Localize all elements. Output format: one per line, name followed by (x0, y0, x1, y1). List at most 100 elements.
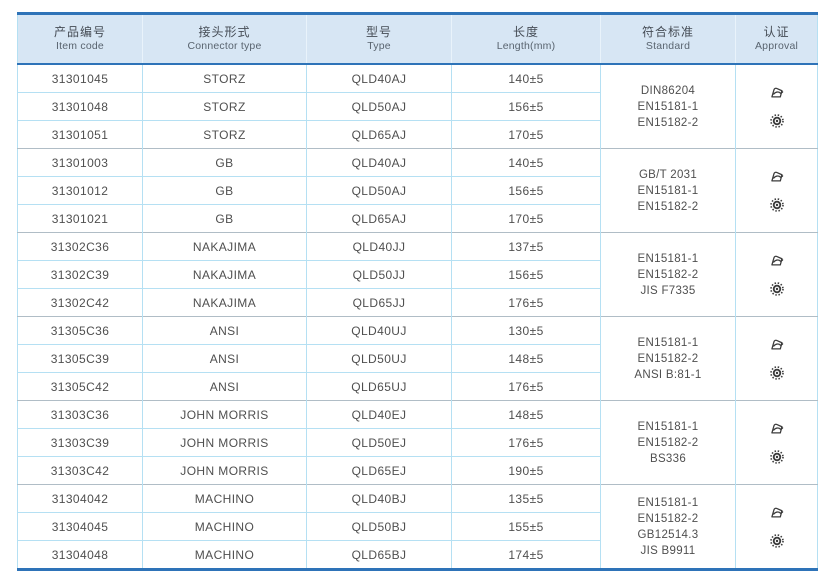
standard-line: EN15181-1 (637, 100, 699, 113)
standard-line: EN15182-2 (637, 268, 699, 281)
column-header-zh: 认证 (763, 25, 790, 39)
type-cell: QLD65AJ (306, 120, 452, 149)
connector-type-cell: JOHN MORRIS (142, 456, 307, 485)
seal-icon (769, 449, 785, 465)
connector-type-cell: ANSI (142, 372, 307, 401)
item-code-cell: 31301045 (17, 63, 143, 93)
connector-type-cell: MACHINO (142, 512, 307, 541)
length-cell: 176±5 (451, 428, 601, 457)
item-code-cell: 31304045 (17, 512, 143, 541)
item-code-cell: 31304048 (17, 540, 143, 570)
column-header-type: 型号 Type (306, 12, 452, 65)
approval-icon-stack (737, 336, 818, 381)
item-code-cell: 31303C42 (17, 456, 143, 485)
column-header-en: Approval (754, 40, 799, 52)
table-row: 31304042 MACHINO QLD40BJ 135±5 EN15181-1 EN15… (17, 484, 818, 570)
standard-cell: EN15181-1 EN15182-2 GB12514.3 JIS B9911 (600, 484, 736, 570)
connector-type-cell: MACHINO (142, 484, 307, 513)
column-header-connector-type: 接头形式 Connector type (142, 12, 307, 65)
table-row: 31301045 STORZ QLD40AJ 140±5 DIN86204 EN15181… (17, 63, 818, 149)
standard-line: EN15182-2 (637, 436, 699, 449)
standard-line: EN15182-2 (637, 200, 699, 213)
item-code-cell: 31305C36 (17, 316, 143, 345)
standard-cell: EN15181-1 EN15182-2 BS336 (600, 400, 736, 485)
type-cell: QLD50AJ (306, 92, 452, 121)
standard-line: DIN86204 (640, 84, 696, 97)
column-header-zh: 接头形式 (198, 25, 251, 39)
column-header-zh: 符合标准 (641, 25, 694, 39)
standard-line: EN15181-1 (637, 252, 699, 265)
connector-type-cell: JOHN MORRIS (142, 428, 307, 457)
column-header-en: Type (367, 40, 391, 52)
type-cell: QLD40EJ (306, 400, 452, 429)
standard-cell: EN15181-1 EN15182-2 ANSI B:81-1 (600, 316, 736, 401)
table-row: 31301021 GB QLD65AJ 170±5 (17, 204, 818, 233)
standard-cell: EN15181-1 EN15182-2 JIS F7335 (600, 232, 736, 317)
seal-icon (769, 197, 785, 213)
type-cell: QLD40BJ (306, 484, 452, 513)
length-cell: 148±5 (451, 344, 601, 373)
table-row: 31302C42 NAKAJIMA QLD65JJ 176±5 (17, 288, 818, 317)
type-cell: QLD65UJ (306, 372, 452, 401)
item-code-cell: 31305C39 (17, 344, 143, 373)
item-code-cell: 31301051 (17, 120, 143, 149)
table-row: 31304048 MACHINO QLD65BJ 174±5 (17, 540, 818, 570)
length-cell: 148±5 (451, 400, 601, 429)
table-row: 31303C36 JOHN MORRIS QLD40EJ 148±5 EN15181-1… (17, 400, 818, 485)
column-header-approval: 认证 Approval (735, 12, 818, 65)
certificate-icon (768, 336, 786, 354)
connector-type-cell: ANSI (142, 316, 307, 345)
table-row: 31302C39 NAKAJIMA QLD50JJ 156±5 (17, 260, 818, 289)
item-code-cell: 31302C42 (17, 288, 143, 317)
connector-type-cell: NAKAJIMA (142, 288, 307, 317)
standard-line: GB/T 2031 (638, 168, 698, 181)
column-header-en: Length(mm) (496, 40, 556, 52)
type-cell: QLD40JJ (306, 232, 452, 261)
table-row: 31305C42 ANSI QLD65UJ 176±5 (17, 372, 818, 401)
item-code-cell: 31302C39 (17, 260, 143, 289)
standard-line: EN15181-1 (637, 420, 699, 433)
table-row: 31301051 STORZ QLD65AJ 170±5 (17, 120, 818, 149)
standard-line: EN15181-1 (637, 184, 699, 197)
seal-icon (769, 281, 785, 297)
length-cell: 174±5 (451, 540, 601, 570)
table-row: 31302C36 NAKAJIMA QLD40JJ 137±5 EN15181-1 EN1… (17, 232, 818, 317)
certificate-icon (768, 252, 786, 270)
table-row: 31303C39 JOHN MORRIS QLD50EJ 176±5 (17, 428, 818, 457)
seal-icon (769, 533, 785, 549)
connector-type-cell: NAKAJIMA (142, 232, 307, 261)
standard-line: JIS F7335 (640, 284, 696, 297)
column-header-en: Standard (645, 40, 691, 52)
table-row: 31301012 GB QLD50AJ 156±5 (17, 176, 818, 205)
length-cell: 176±5 (451, 288, 601, 317)
connector-type-cell: STORZ (142, 120, 307, 149)
connector-type-cell: GB (142, 176, 307, 205)
standard-line: BS336 (649, 452, 687, 465)
column-header-zh: 型号 (365, 25, 392, 39)
table-row: 31301003 GB QLD40AJ 140±5 GB/T 2031 EN15181-1… (17, 148, 818, 233)
connector-type-cell: GB (142, 148, 307, 177)
approval-cell (735, 148, 818, 233)
connector-type-cell: GB (142, 204, 307, 233)
type-cell: QLD40AJ (306, 148, 452, 177)
standard-line: EN15182-2 (637, 512, 699, 525)
approval-icon-stack (737, 420, 818, 465)
approval-icon-stack (737, 504, 818, 549)
item-code-cell: 31303C36 (17, 400, 143, 429)
standard-line: ANSI B:81-1 (634, 368, 702, 381)
type-cell: QLD65EJ (306, 456, 452, 485)
connector-type-cell: MACHINO (142, 540, 307, 570)
length-cell: 190±5 (451, 456, 601, 485)
approval-cell (735, 316, 818, 401)
standard-cell: DIN86204 EN15181-1 EN15182-2 (600, 63, 736, 149)
length-cell: 137±5 (451, 232, 601, 261)
item-code-cell: 31301021 (17, 204, 143, 233)
approval-cell (735, 232, 818, 317)
column-header-item-code: 产品编号 Item code (17, 12, 143, 65)
connector-type-cell: STORZ (142, 92, 307, 121)
header-row: 产品编号 Item code 接头形式 Connector type 型号 Type 长度 L… (17, 12, 818, 65)
approval-icon-stack (737, 168, 818, 213)
type-cell: QLD65JJ (306, 288, 452, 317)
type-cell: QLD40AJ (306, 63, 452, 93)
item-code-cell: 31301003 (17, 148, 143, 177)
